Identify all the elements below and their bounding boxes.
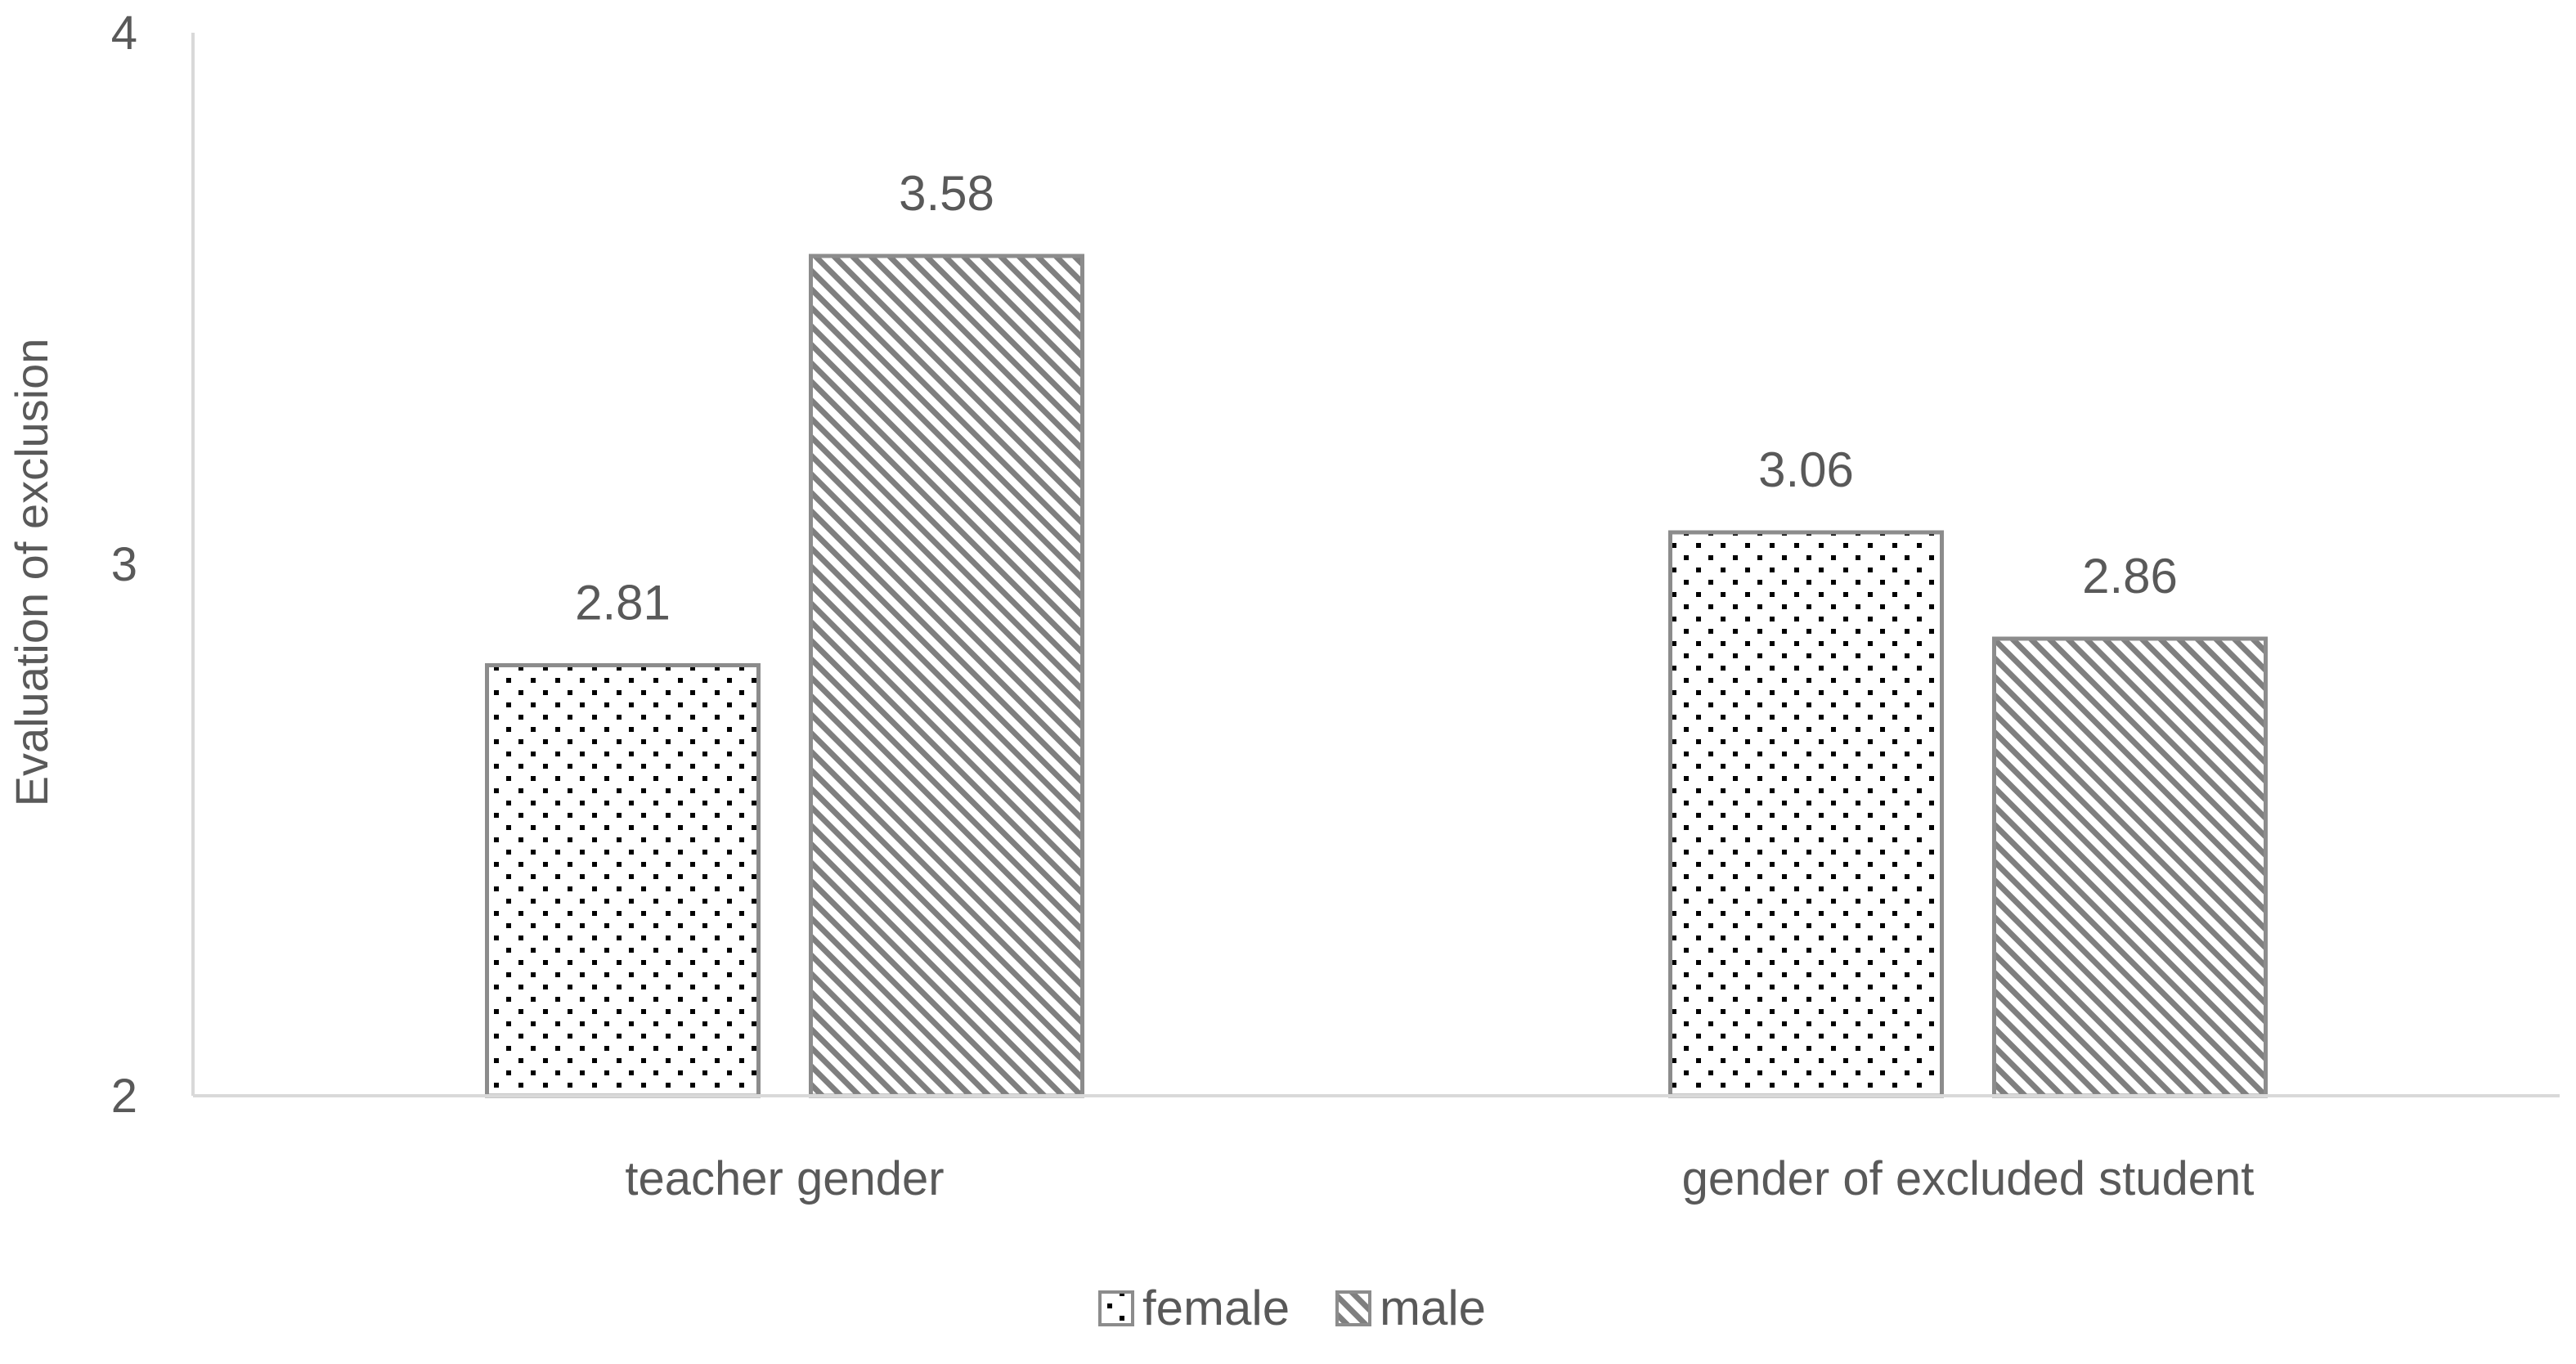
legend-label-female: female xyxy=(1142,1281,1290,1335)
data-label-male-0: 3.58 xyxy=(899,166,994,221)
data-label-male-1: 2.86 xyxy=(2082,549,2178,603)
legend-swatch-male xyxy=(1335,1290,1371,1326)
data-label-female-0: 2.81 xyxy=(575,576,671,630)
bar-male-0 xyxy=(809,254,1084,1098)
bars xyxy=(485,254,2268,1098)
bar-female-0 xyxy=(485,663,761,1098)
x-axis-category-labels: teacher gender gender of excluded student xyxy=(625,1152,2254,1205)
bar-male-1 xyxy=(1992,636,2268,1098)
data-label-female-1: 3.06 xyxy=(1758,442,1854,497)
y-tick-label-0: 2 xyxy=(111,1070,137,1123)
category-label-1: gender of excluded student xyxy=(1682,1152,2255,1205)
y-axis-ticks: 2 3 4 xyxy=(111,7,137,1123)
data-labels: 2.81 3.58 3.06 2.86 xyxy=(575,166,2178,630)
legend: female male xyxy=(1098,1281,1486,1335)
legend-swatch-female xyxy=(1098,1290,1134,1326)
bar-female-1 xyxy=(1668,530,1944,1098)
y-axis-title: Evaluation of exclusion xyxy=(6,339,57,807)
category-label-0: teacher gender xyxy=(625,1152,944,1205)
y-tick-label-2: 4 xyxy=(111,7,137,60)
legend-label-male: male xyxy=(1380,1281,1486,1335)
y-tick-label-1: 3 xyxy=(111,538,137,591)
